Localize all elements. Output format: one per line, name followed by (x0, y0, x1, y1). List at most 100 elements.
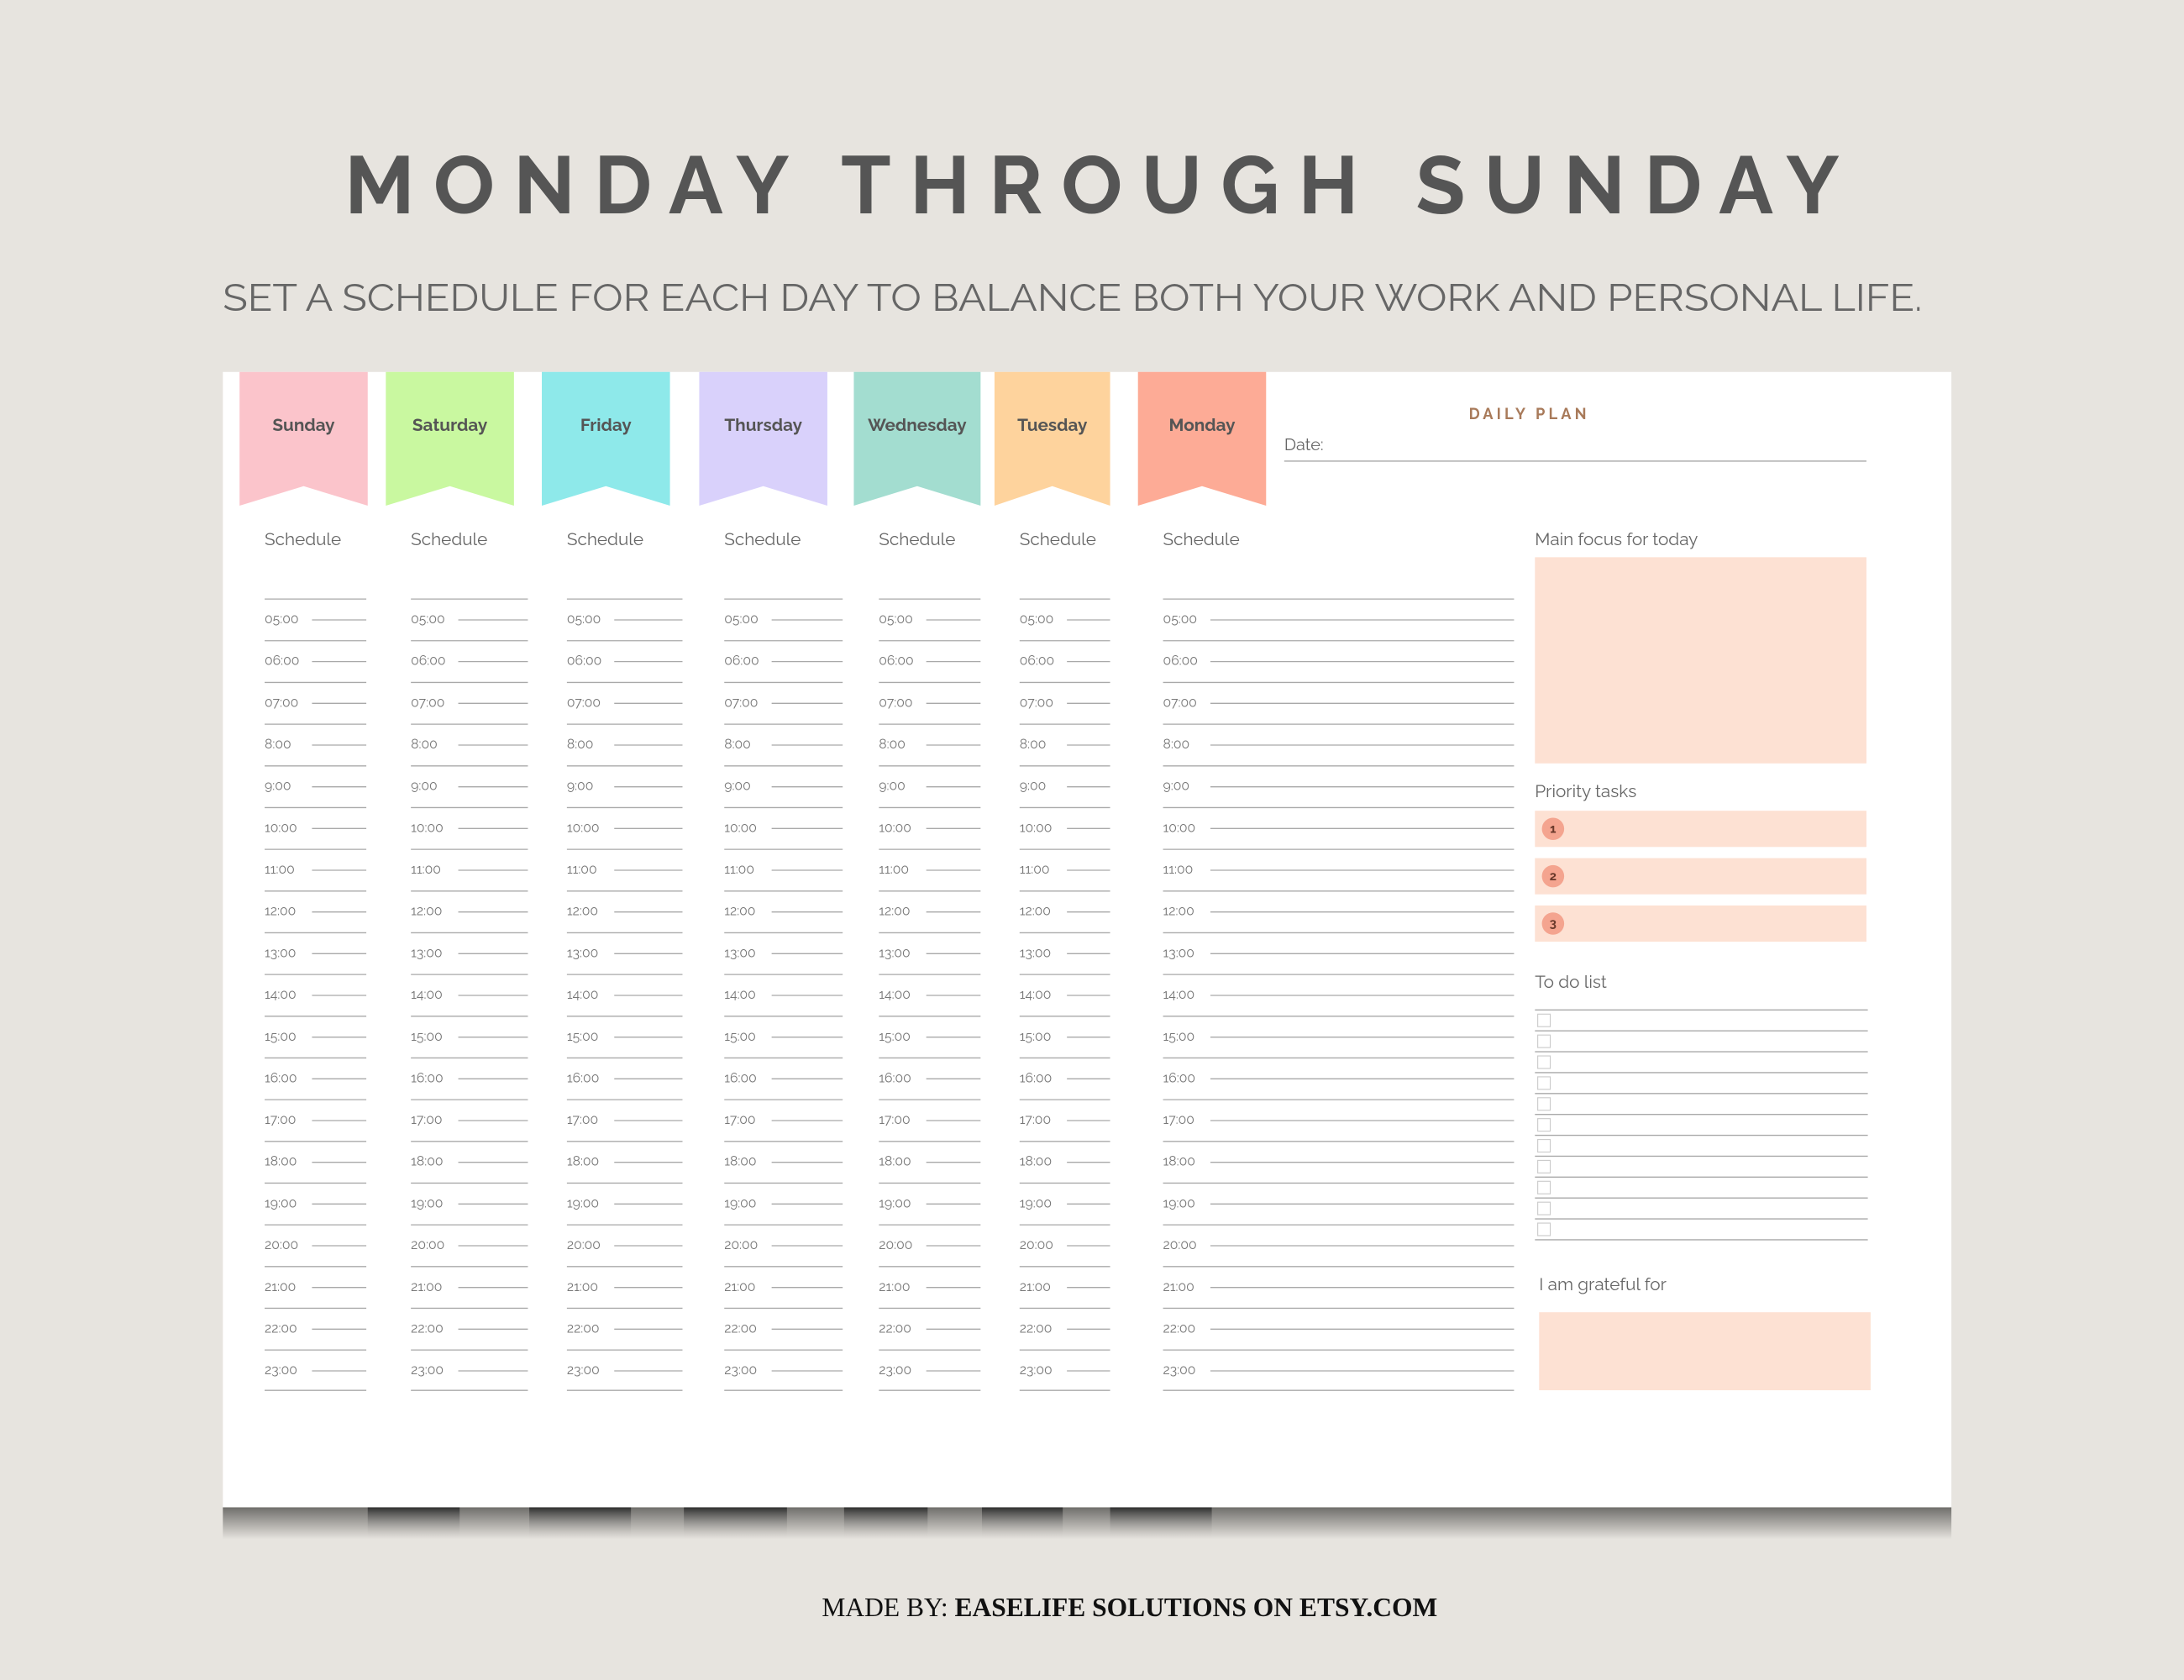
time-label: 17:00 (1163, 1111, 1194, 1127)
time-label: 20:00 (1020, 1236, 1053, 1252)
todo-checkbox[interactable] (1537, 1159, 1551, 1173)
day-tab[interactable] (1137, 371, 1267, 506)
time-label: 18:00 (879, 1153, 911, 1169)
time-label: 05:00 (724, 611, 758, 627)
time-label: 07:00 (879, 694, 912, 710)
priority-number: 1 (1550, 822, 1556, 836)
time-label: 16:00 (265, 1069, 297, 1085)
time-label: 23:00 (879, 1362, 911, 1378)
main-focus-box[interactable] (1535, 557, 1866, 764)
todo-checkbox[interactable] (1537, 1180, 1551, 1194)
time-label: 05:00 (411, 611, 444, 627)
daily-plan-title: DAILY PLAN (1469, 406, 1590, 423)
time-label: 14:00 (1163, 986, 1195, 1002)
time-label: 12:00 (1163, 903, 1194, 919)
schedule-label: Schedule (724, 529, 801, 549)
time-label: 21:00 (265, 1278, 296, 1294)
shadow-block (1110, 1507, 1212, 1540)
time-label: 12:00 (879, 903, 910, 919)
todo-checkbox[interactable] (1537, 1118, 1551, 1132)
time-label: 16:00 (1020, 1069, 1052, 1085)
time-label: 18:00 (567, 1153, 599, 1169)
time-label: 17:00 (567, 1111, 598, 1127)
time-label: 18:00 (1163, 1153, 1195, 1169)
time-label: 10:00 (567, 819, 600, 835)
day-name: Friday (580, 415, 632, 435)
time-label: 06:00 (879, 653, 913, 669)
time-label: 15:00 (879, 1028, 911, 1044)
time-label: 07:00 (1020, 694, 1053, 710)
todo-checkbox[interactable] (1537, 1055, 1551, 1069)
time-label: 8:00 (1020, 736, 1047, 752)
day-tab[interactable] (994, 371, 1110, 506)
day-name: Sunday (272, 415, 335, 435)
todo-checkbox[interactable] (1537, 1076, 1551, 1090)
schedule-label: Schedule (1020, 529, 1096, 549)
priority-box[interactable] (1535, 905, 1866, 942)
time-label: 05:00 (265, 611, 298, 627)
time-label: 13:00 (879, 944, 910, 960)
day-tab[interactable] (239, 371, 368, 506)
todo-checkbox[interactable] (1537, 1222, 1551, 1236)
time-label: 13:00 (1020, 944, 1051, 960)
todo-checkbox[interactable] (1537, 1013, 1551, 1027)
time-label: 16:00 (1163, 1069, 1195, 1085)
time-label: 12:00 (265, 903, 296, 919)
time-label: 06:00 (1020, 653, 1054, 669)
time-label: 18:00 (265, 1153, 297, 1169)
time-label: 15:00 (1020, 1028, 1052, 1044)
day-tab[interactable] (386, 371, 514, 506)
day-tab[interactable] (542, 371, 670, 506)
todo-checkbox[interactable] (1537, 1097, 1551, 1111)
time-label: 14:00 (724, 986, 756, 1002)
time-label: 07:00 (724, 694, 758, 710)
shadow (223, 1507, 1952, 1540)
time-label: 22:00 (724, 1320, 757, 1336)
time-label: 18:00 (411, 1153, 443, 1169)
time-label: 22:00 (879, 1320, 911, 1336)
priority-number: 2 (1550, 869, 1557, 884)
time-label: 21:00 (1163, 1278, 1194, 1294)
time-label: 23:00 (1020, 1362, 1053, 1378)
time-label: 23:00 (567, 1362, 600, 1378)
time-label: 15:00 (265, 1028, 297, 1044)
time-label: 19:00 (724, 1194, 756, 1210)
priority-badge (1541, 912, 1565, 935)
day-tab[interactable] (699, 371, 827, 506)
time-label: 07:00 (411, 694, 444, 710)
time-label: 17:00 (879, 1111, 910, 1127)
time-label: 19:00 (411, 1194, 443, 1210)
day-tab[interactable] (853, 371, 981, 506)
time-label: 19:00 (1020, 1194, 1052, 1210)
time-label: 21:00 (879, 1278, 910, 1294)
todo-checkbox[interactable] (1537, 1138, 1551, 1153)
time-label: 06:00 (567, 653, 601, 669)
time-label: 13:00 (567, 944, 598, 960)
time-label: 22:00 (265, 1320, 297, 1336)
time-label: 19:00 (1163, 1194, 1195, 1210)
time-label: 10:00 (1163, 819, 1196, 835)
todo-checkbox[interactable] (1537, 1201, 1551, 1215)
time-label: 9:00 (411, 778, 437, 794)
time-label: 14:00 (265, 986, 297, 1002)
day-name: Saturday (412, 415, 488, 435)
time-label: 06:00 (724, 653, 759, 669)
day-name: Thursday (724, 415, 802, 435)
day-name: Tuesday (1017, 415, 1088, 435)
title: MONDAY THROUGH SUNDAY (344, 138, 1840, 233)
shadow-block (529, 1507, 632, 1540)
priority-box[interactable] (1535, 858, 1866, 895)
time-label: 10:00 (265, 819, 297, 835)
grateful-box[interactable] (1539, 1312, 1871, 1391)
priority-label: Priority tasks (1535, 781, 1636, 801)
time-label: 16:00 (724, 1069, 756, 1085)
time-label: 21:00 (567, 1278, 598, 1294)
time-label: 05:00 (1163, 611, 1197, 627)
time-label: 16:00 (879, 1069, 911, 1085)
priority-box[interactable] (1535, 811, 1866, 848)
time-label: 20:00 (1163, 1236, 1197, 1252)
todo-checkbox[interactable] (1537, 1034, 1551, 1048)
schedule-label: Schedule (1163, 529, 1240, 549)
day-name: Wednesday (868, 415, 967, 435)
time-label: 07:00 (265, 694, 298, 710)
